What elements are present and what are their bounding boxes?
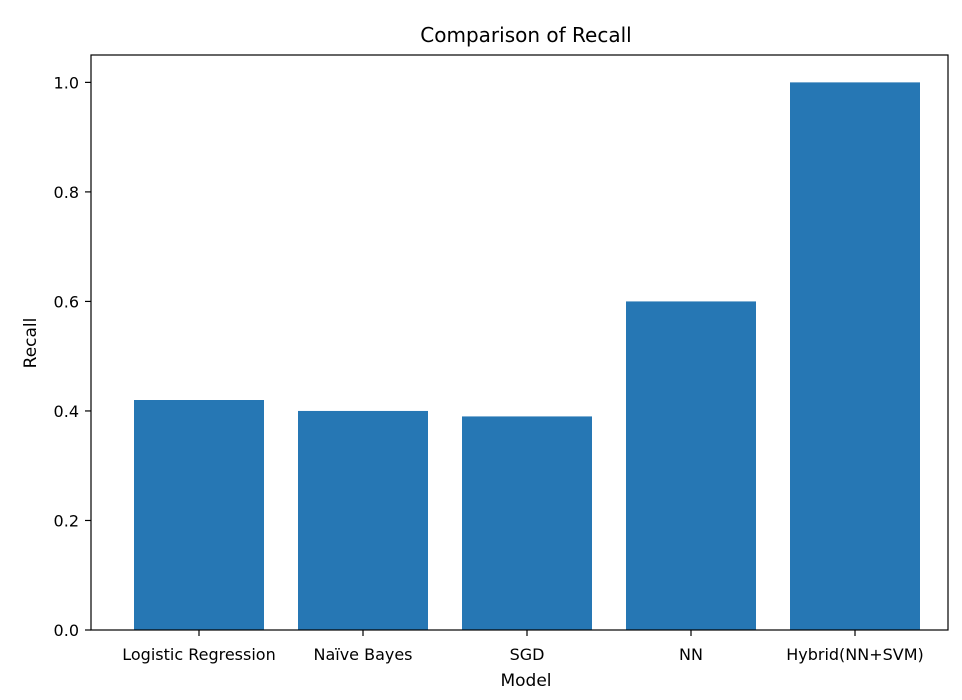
y-axis: 0.0 0.2 0.4 0.6 0.8 1.0 [54, 73, 91, 640]
x-tick-label-1: Naïve Bayes [313, 645, 412, 664]
plot-frame [90, 54, 949, 631]
x-tick-label-2: SGD [510, 645, 545, 664]
y-tick-label-5: 1.0 [54, 73, 79, 92]
y-tick-label-3: 0.6 [54, 292, 79, 311]
chart-title: Comparison of Recall [420, 23, 631, 47]
bar-1 [298, 410, 428, 630]
x-tick-label-3: NN [679, 645, 703, 664]
x-tick-label-4: Hybrid(NN+SVM) [786, 645, 924, 664]
bar-4 [790, 82, 920, 630]
bar-0 [134, 400, 264, 630]
x-axis-title: Model [500, 671, 551, 691]
y-tick-label-0: 0.0 [54, 621, 79, 640]
y-tick-label-1: 0.2 [54, 511, 79, 530]
y-tick-label-4: 0.8 [54, 183, 79, 202]
bars-layer [134, 82, 920, 630]
bar-3 [626, 301, 756, 630]
y-tick-label-2: 0.4 [54, 402, 79, 421]
x-tick-label-0: Logistic Regression [122, 645, 275, 664]
bar-2 [462, 416, 592, 630]
y-axis-title: Recall [21, 318, 41, 369]
x-axis: Logistic Regression Naïve Bayes SGD NN Hybri… [122, 630, 924, 664]
